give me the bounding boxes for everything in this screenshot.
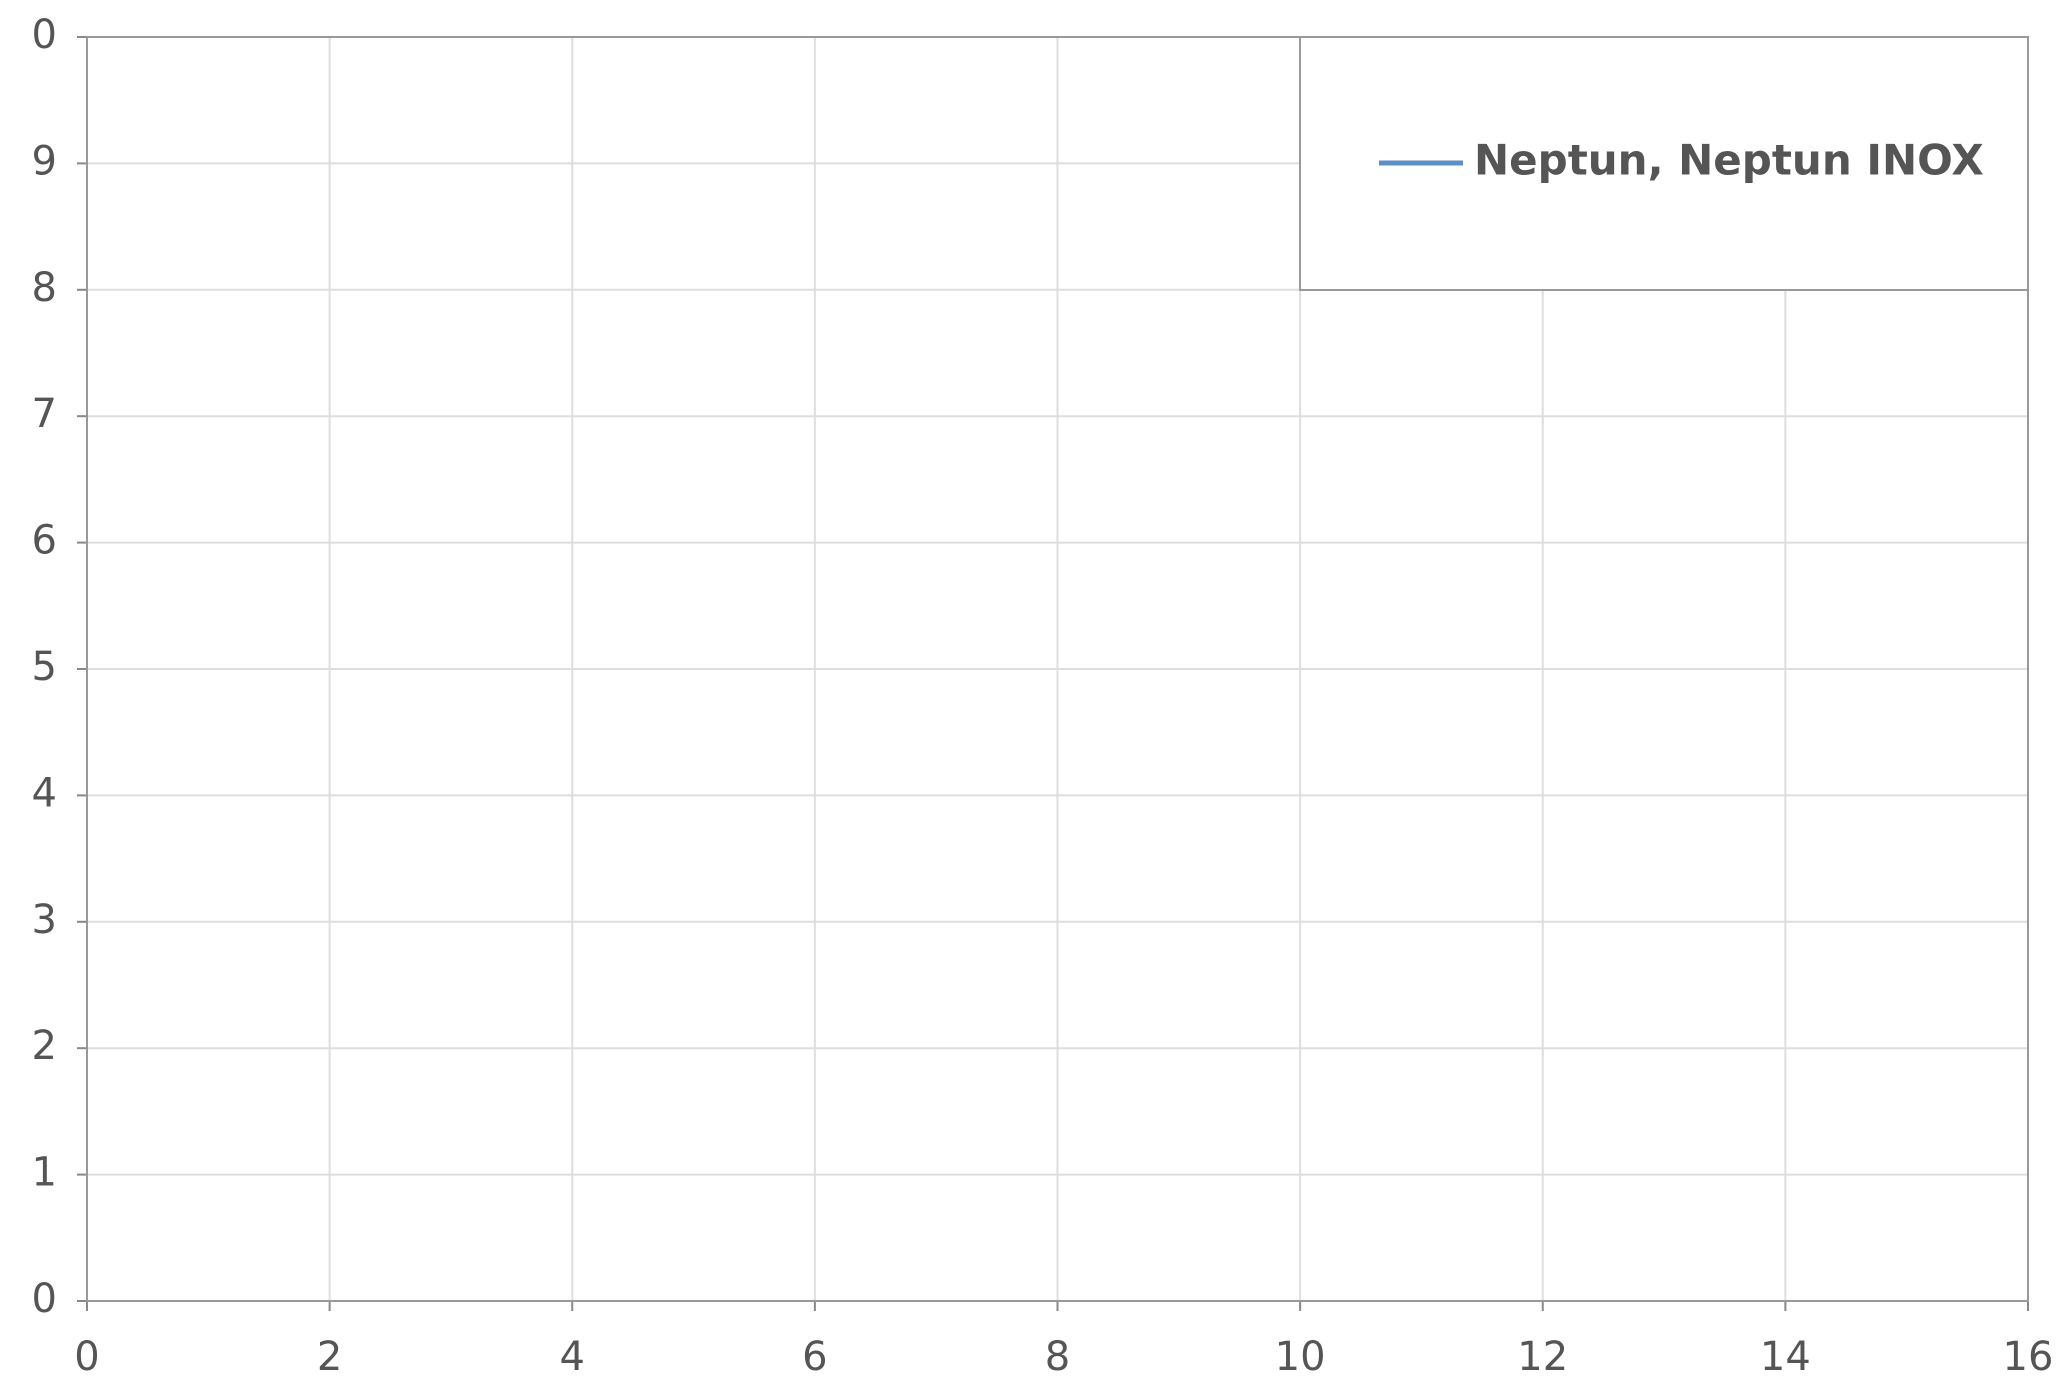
legend-label: Neptun, Neptun INOX (1474, 136, 1984, 185)
y-tick-label: 9 (32, 138, 57, 184)
y-tick-label: 5 (32, 644, 57, 690)
x-tick-label: 8 (1045, 1334, 1070, 1380)
y-tick-label: 4 (32, 770, 57, 816)
x-tick-label: 4 (560, 1334, 585, 1380)
y-tick-label: 0 (32, 12, 57, 58)
plot-border (86, 36, 2029, 1302)
x-tick-label: 2 (317, 1334, 342, 1380)
y-tick-label: 6 (32, 518, 57, 564)
y-tick-label: 2 (32, 1023, 57, 1069)
x-tick-label: 10 (1275, 1334, 1326, 1380)
x-tick-label: 16 (2003, 1334, 2054, 1380)
x-tick-label: 14 (1760, 1334, 1811, 1380)
x-tick-label: 0 (74, 1334, 99, 1380)
x-tick-label: 6 (802, 1334, 827, 1380)
x-tick-label: 12 (1517, 1334, 1568, 1380)
y-tick-label: 7 (32, 391, 57, 437)
y-tick-label: 1 (32, 1150, 57, 1196)
y-tick-label: 0 (32, 1276, 57, 1322)
y-tick-label: 8 (32, 265, 57, 311)
y-tick-label: 3 (32, 897, 57, 943)
